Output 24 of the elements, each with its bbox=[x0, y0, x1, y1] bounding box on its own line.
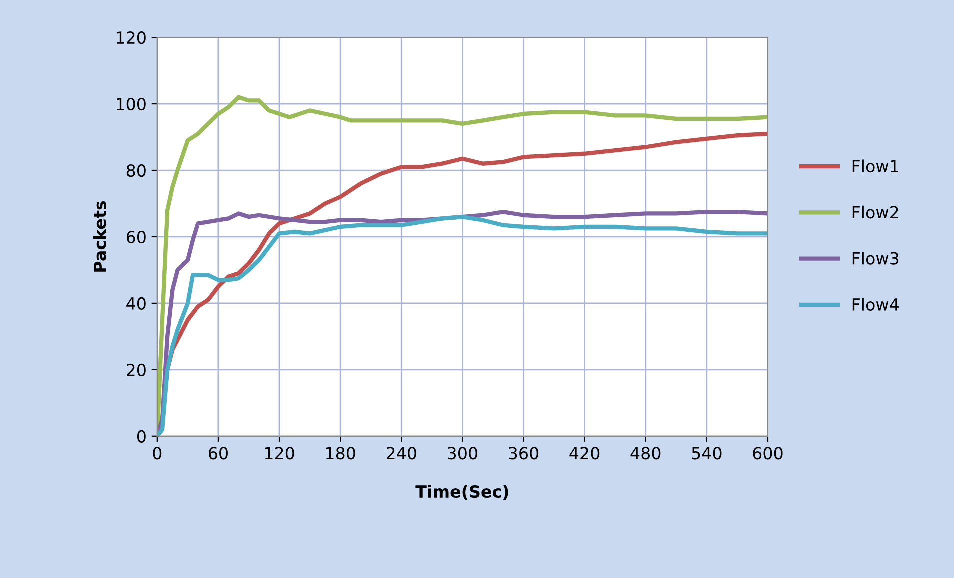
y-tick-label: 120 bbox=[117, 32, 146, 44]
y-tick-label: 20 bbox=[127, 364, 146, 376]
x-tick-label: 180 bbox=[326, 447, 356, 460]
x-tick-label: 120 bbox=[265, 447, 294, 460]
legend-label: Flow2 bbox=[852, 206, 898, 219]
x-tick-label: 300 bbox=[448, 447, 478, 460]
x-tick-label: 540 bbox=[692, 447, 722, 460]
x-tick-label: 60 bbox=[209, 447, 228, 460]
x-tick-label: 480 bbox=[630, 447, 661, 460]
legend-label: Flow1 bbox=[852, 160, 898, 173]
legend-label: Flow3 bbox=[852, 252, 899, 265]
y-tick-label: 0 bbox=[137, 430, 146, 443]
x-tick-label: 0 bbox=[153, 447, 162, 460]
x-tick-label: 600 bbox=[753, 447, 783, 460]
x-tick-label: 240 bbox=[386, 447, 416, 460]
legend-label: Flow4 bbox=[852, 298, 899, 312]
x-tick-label: 360 bbox=[509, 447, 539, 460]
y-tick-label: 60 bbox=[126, 230, 146, 244]
x-tick-label: 420 bbox=[570, 447, 600, 460]
y-tick-label: 100 bbox=[117, 98, 146, 111]
y-tick-label: 80 bbox=[126, 164, 146, 178]
y-axis-title: Packets bbox=[93, 201, 106, 272]
x-axis-title: Time(Sec) bbox=[416, 485, 508, 500]
y-tick-label: 40 bbox=[126, 297, 146, 310]
